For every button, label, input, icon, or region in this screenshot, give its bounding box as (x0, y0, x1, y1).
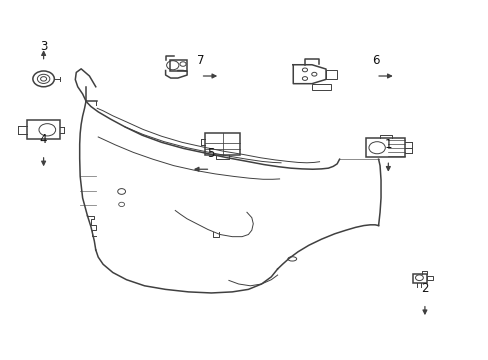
Text: 4: 4 (40, 133, 47, 146)
Text: 6: 6 (372, 54, 379, 67)
Bar (311, 84, 330, 90)
Text: 7: 7 (197, 54, 204, 67)
Bar (427, 276, 432, 280)
Bar (169, 60, 187, 71)
Bar (366, 138, 405, 157)
Bar (412, 274, 427, 283)
Bar (27, 120, 60, 139)
Text: 1: 1 (384, 138, 391, 151)
Bar (205, 133, 239, 156)
Bar (326, 70, 336, 78)
Text: 5: 5 (206, 147, 214, 160)
Text: 2: 2 (420, 282, 428, 295)
Text: 3: 3 (40, 40, 47, 53)
